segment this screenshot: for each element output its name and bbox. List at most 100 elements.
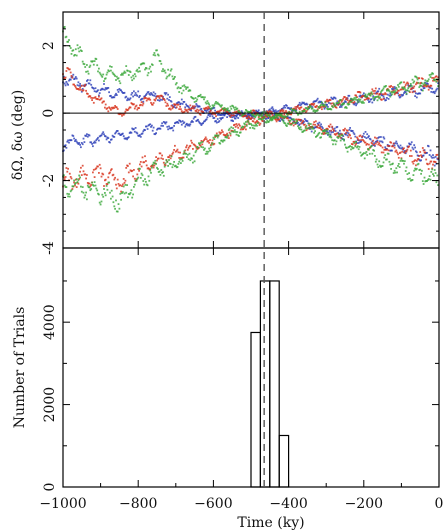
point <box>405 92 408 95</box>
point <box>172 163 175 166</box>
point <box>387 152 390 155</box>
point <box>109 141 111 144</box>
point <box>254 113 257 115</box>
point <box>432 163 434 166</box>
point <box>321 108 323 111</box>
point <box>233 131 235 133</box>
point <box>125 65 128 67</box>
point <box>421 180 424 182</box>
point <box>373 98 375 101</box>
point <box>157 54 160 57</box>
point <box>226 108 228 111</box>
point <box>126 138 128 141</box>
point <box>275 111 278 113</box>
point <box>389 92 392 95</box>
point <box>69 190 72 193</box>
point <box>367 93 369 96</box>
point <box>124 179 127 182</box>
point <box>242 128 245 130</box>
point <box>251 113 253 116</box>
point <box>301 121 304 124</box>
point <box>252 124 255 127</box>
point <box>299 104 302 107</box>
point <box>88 82 91 85</box>
point <box>262 111 264 113</box>
point <box>274 111 276 113</box>
point <box>98 67 100 70</box>
point <box>89 64 92 67</box>
point <box>395 149 398 152</box>
point <box>318 131 321 134</box>
point <box>283 105 286 107</box>
point <box>64 76 67 79</box>
point <box>69 78 72 81</box>
point <box>134 127 137 129</box>
point <box>75 186 78 188</box>
point <box>170 155 173 158</box>
point <box>104 77 107 80</box>
point <box>139 135 142 138</box>
point <box>347 132 350 134</box>
point <box>215 134 218 137</box>
point <box>175 149 178 152</box>
point <box>398 94 401 96</box>
point <box>303 101 305 104</box>
point <box>381 93 384 96</box>
point <box>421 89 424 92</box>
point <box>97 98 99 101</box>
point <box>206 152 209 155</box>
point <box>96 64 99 67</box>
point <box>99 73 102 76</box>
point <box>152 166 155 169</box>
point <box>140 165 143 168</box>
point <box>178 101 181 104</box>
point <box>351 143 354 146</box>
point <box>423 85 426 87</box>
point <box>141 156 144 159</box>
point <box>356 101 359 104</box>
point <box>139 70 141 73</box>
point <box>305 110 308 113</box>
point <box>72 135 75 137</box>
point <box>216 118 219 120</box>
point <box>159 60 162 63</box>
point <box>95 187 98 190</box>
point <box>272 116 275 118</box>
point <box>266 110 269 113</box>
point <box>270 107 273 110</box>
point <box>193 101 196 103</box>
point <box>397 163 400 165</box>
point <box>86 64 88 66</box>
point <box>297 125 299 128</box>
point <box>336 100 339 103</box>
point <box>112 173 115 176</box>
point <box>103 133 105 136</box>
point <box>432 79 434 82</box>
point <box>97 136 99 139</box>
point <box>377 166 380 168</box>
point <box>127 109 129 111</box>
point <box>69 71 72 74</box>
point <box>334 143 337 146</box>
point <box>341 99 344 102</box>
point <box>110 66 113 68</box>
x-tick-label: −1000 <box>39 496 86 512</box>
y-tick-label: -4 <box>41 241 57 255</box>
point <box>203 98 205 101</box>
point <box>127 97 129 100</box>
point <box>80 185 82 188</box>
point <box>344 143 346 146</box>
point <box>127 171 130 174</box>
point <box>344 96 346 98</box>
point <box>401 86 404 89</box>
point <box>248 123 251 125</box>
point <box>413 85 416 88</box>
point <box>176 148 179 151</box>
point <box>423 176 426 179</box>
point <box>133 177 136 180</box>
point <box>353 103 356 106</box>
point <box>410 155 413 157</box>
point <box>65 186 68 188</box>
point <box>138 107 140 109</box>
point <box>82 191 85 194</box>
